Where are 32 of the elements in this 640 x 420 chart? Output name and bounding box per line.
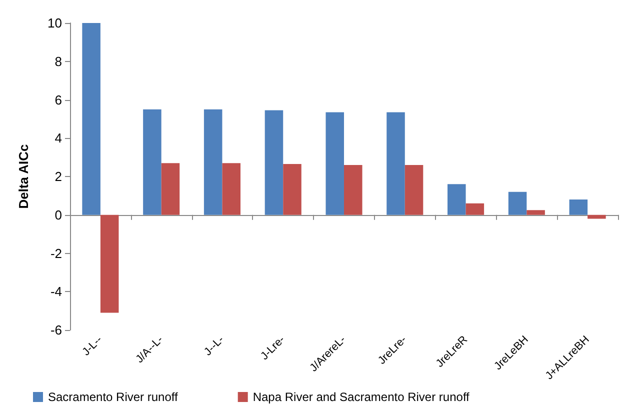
bar [161, 163, 180, 215]
bar [508, 192, 527, 215]
legend-label: Napa River and Sacramento River runoff [252, 390, 470, 404]
bar [82, 23, 100, 215]
bar [326, 112, 344, 215]
bar [466, 203, 484, 215]
x-tick-label: J--L- [202, 334, 227, 358]
bar [386, 112, 405, 215]
y-axis-title: Delta AICc [16, 144, 31, 209]
legend-label: Sacramento River runoff [48, 390, 179, 404]
y-tick-label: -6 [50, 322, 62, 338]
bar [344, 164, 362, 215]
bar [569, 200, 588, 215]
bar [264, 110, 284, 215]
y-tick-label: -4 [50, 284, 62, 300]
y-tick-label: 4 [54, 130, 62, 146]
bar [588, 214, 606, 219]
bar [283, 164, 302, 215]
bar [204, 109, 222, 215]
y-tick-label: 6 [54, 92, 62, 108]
bar [143, 109, 162, 215]
y-tick-label: 8 [54, 54, 62, 69]
y-tick-label: 2 [54, 169, 62, 184]
bar [100, 214, 119, 313]
bar [222, 163, 240, 215]
bar [526, 210, 545, 215]
x-tick-label: J-L-- [80, 334, 105, 358]
y-tick-label: 0 [54, 207, 62, 222]
y-tick-label: -2 [50, 246, 62, 261]
bar [404, 164, 424, 215]
y-tick-label: 10 [48, 16, 62, 30]
bar [448, 184, 466, 215]
